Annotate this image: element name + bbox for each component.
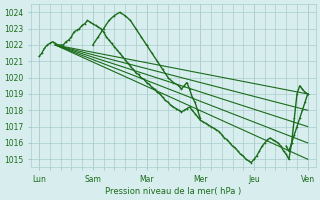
X-axis label: Pression niveau de la mer( hPa ): Pression niveau de la mer( hPa ) [105, 187, 242, 196]
